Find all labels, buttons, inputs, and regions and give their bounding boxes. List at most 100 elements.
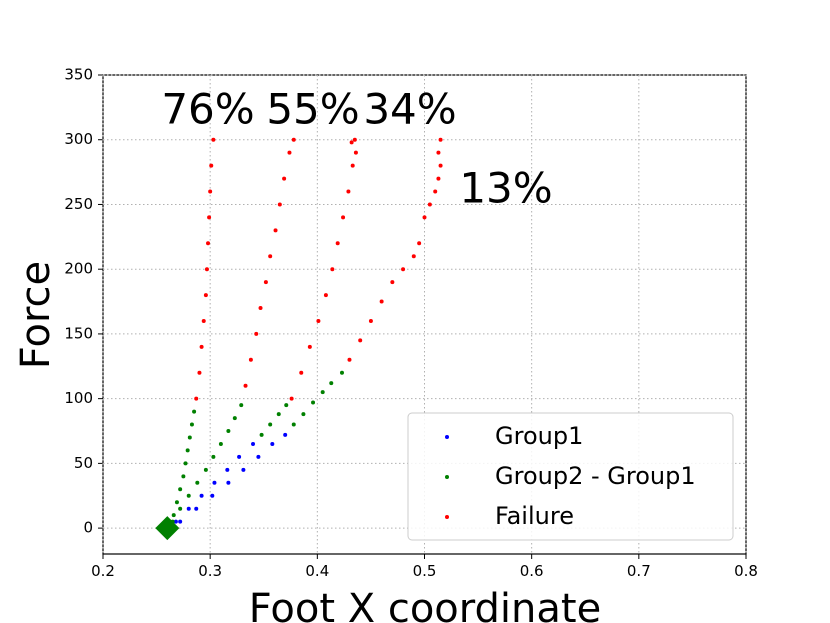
point — [237, 454, 242, 459]
legend-marker — [445, 515, 449, 519]
point — [349, 140, 354, 145]
point — [203, 293, 208, 298]
point — [436, 150, 441, 155]
point — [352, 137, 357, 142]
annotation: 55% — [266, 85, 359, 134]
point — [185, 448, 190, 453]
point — [358, 338, 363, 343]
point — [225, 467, 230, 472]
point — [323, 293, 328, 298]
point — [195, 480, 200, 485]
point — [194, 396, 199, 401]
point — [207, 215, 212, 220]
point — [199, 493, 204, 498]
point — [284, 403, 289, 408]
legend-marker — [445, 475, 449, 479]
point — [248, 357, 253, 362]
point — [417, 241, 422, 246]
x-axis-label: Foot X coordinate — [249, 586, 601, 623]
point — [171, 513, 176, 518]
point — [276, 412, 281, 417]
point — [339, 370, 344, 375]
annotation: 34% — [363, 85, 456, 134]
point — [232, 416, 237, 421]
point — [436, 176, 441, 181]
point — [173, 519, 178, 524]
point — [291, 137, 296, 142]
point — [211, 454, 216, 459]
y-tick-label: 250 — [64, 195, 93, 213]
y-tick-label: 150 — [64, 324, 93, 342]
point — [243, 383, 248, 388]
point — [289, 396, 294, 401]
point — [329, 381, 334, 386]
point — [320, 390, 325, 395]
point — [186, 493, 191, 498]
point — [427, 202, 432, 207]
point — [270, 441, 275, 446]
x-tick-label: 0.3 — [198, 562, 222, 580]
point — [210, 493, 215, 498]
point — [390, 280, 395, 285]
point — [189, 422, 194, 427]
point — [241, 467, 246, 472]
point — [283, 432, 288, 437]
point — [273, 228, 278, 233]
legend-label: Group1 — [495, 422, 583, 450]
point — [226, 480, 231, 485]
point — [335, 241, 340, 246]
point — [178, 487, 183, 492]
x-tick-label: 0.5 — [413, 562, 437, 580]
point — [307, 344, 312, 349]
legend-box — [407, 412, 734, 541]
x-tick-label: 0.8 — [734, 562, 758, 580]
point — [341, 215, 346, 220]
point — [268, 422, 273, 427]
point — [291, 422, 296, 427]
point — [181, 474, 186, 479]
point — [187, 435, 192, 440]
point — [277, 202, 282, 207]
point — [211, 137, 216, 142]
point — [411, 254, 416, 259]
point — [256, 454, 261, 459]
point — [347, 357, 352, 362]
legend-marker — [445, 435, 449, 439]
x-tick-label: 0.6 — [520, 562, 544, 580]
start-marker — [155, 516, 180, 541]
point — [299, 370, 304, 375]
point — [239, 403, 244, 408]
point — [178, 506, 183, 511]
point — [401, 267, 406, 272]
point — [433, 189, 438, 194]
legend-label: Group2 - Group1 — [495, 462, 696, 490]
point — [197, 370, 202, 375]
point — [268, 254, 273, 259]
point — [186, 506, 191, 511]
point — [263, 280, 268, 285]
y-tick-label: 200 — [64, 260, 93, 278]
point — [183, 461, 188, 466]
point — [194, 506, 199, 511]
point — [203, 467, 208, 472]
x-tick-label: 0.7 — [627, 562, 651, 580]
y-tick-label: 50 — [74, 454, 93, 472]
point — [259, 432, 264, 437]
point — [206, 241, 211, 246]
point — [218, 441, 223, 446]
y-tick-label: 350 — [64, 66, 93, 84]
point — [301, 412, 306, 417]
annotation: 76% — [161, 85, 254, 134]
point — [201, 318, 206, 323]
y-tick-label: 100 — [64, 389, 93, 407]
point — [438, 163, 443, 168]
point — [208, 189, 213, 194]
point — [422, 215, 427, 220]
point — [368, 318, 373, 323]
x-tick-label: 0.4 — [305, 562, 329, 580]
point — [438, 137, 443, 142]
point — [212, 480, 217, 485]
point — [204, 267, 209, 272]
x-tick-label: 0.2 — [91, 562, 115, 580]
